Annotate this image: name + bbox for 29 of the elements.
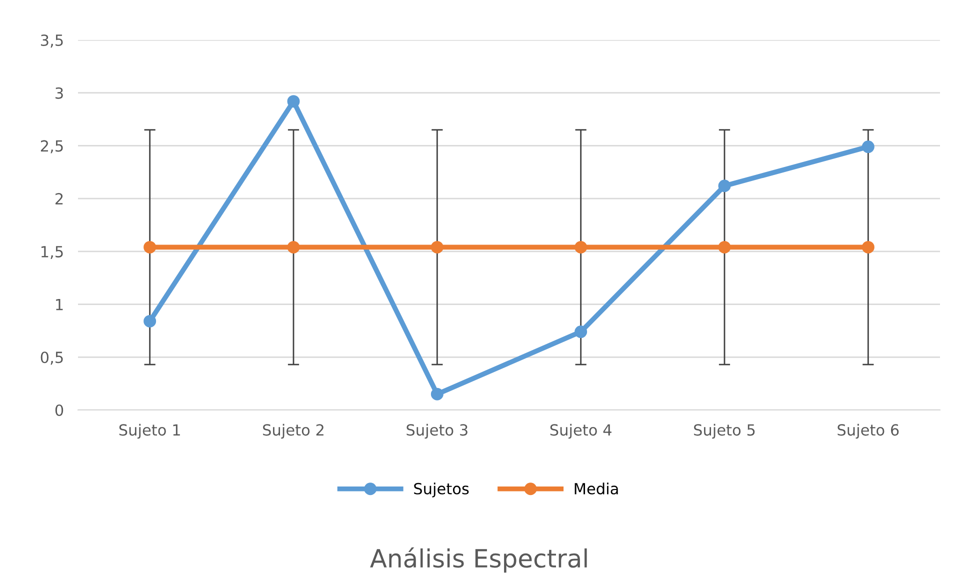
point [287,95,300,108]
y-tick-label: 1,5 [41,246,63,260]
point [862,240,874,254]
point [574,326,588,338]
point [144,314,156,328]
point [862,140,874,154]
x-tick-label: Sujeto 4 [550,424,612,439]
point [718,180,731,192]
y-tick-label: 2,5 [40,140,63,154]
y-tick-label: 0,5 [40,352,63,365]
point [430,240,444,254]
point [574,240,588,254]
y-tick-label: 2 [56,193,63,204]
point [718,240,731,254]
point [430,388,444,400]
y-tick-label: 1 [56,298,63,310]
legend-label: Sujetos [414,482,469,498]
x-tick-label: Sujeto 2 [263,424,324,439]
x-tick-label: Sujeto 3 [406,424,468,439]
y-tick-label: 0 [55,404,64,416]
point [144,240,156,254]
y-tick-label: 3,5 [40,34,63,48]
text: Análisis Espectral [370,547,587,573]
legend-label: Media [574,482,618,494]
y-tick-label: 3 [56,87,63,99]
x-tick-label: Sujeto 6 [838,424,899,439]
x-tick-label: Sujeto 1 [119,424,180,439]
x-tick-label: Sujeto 5 [694,424,755,439]
point [287,240,300,254]
